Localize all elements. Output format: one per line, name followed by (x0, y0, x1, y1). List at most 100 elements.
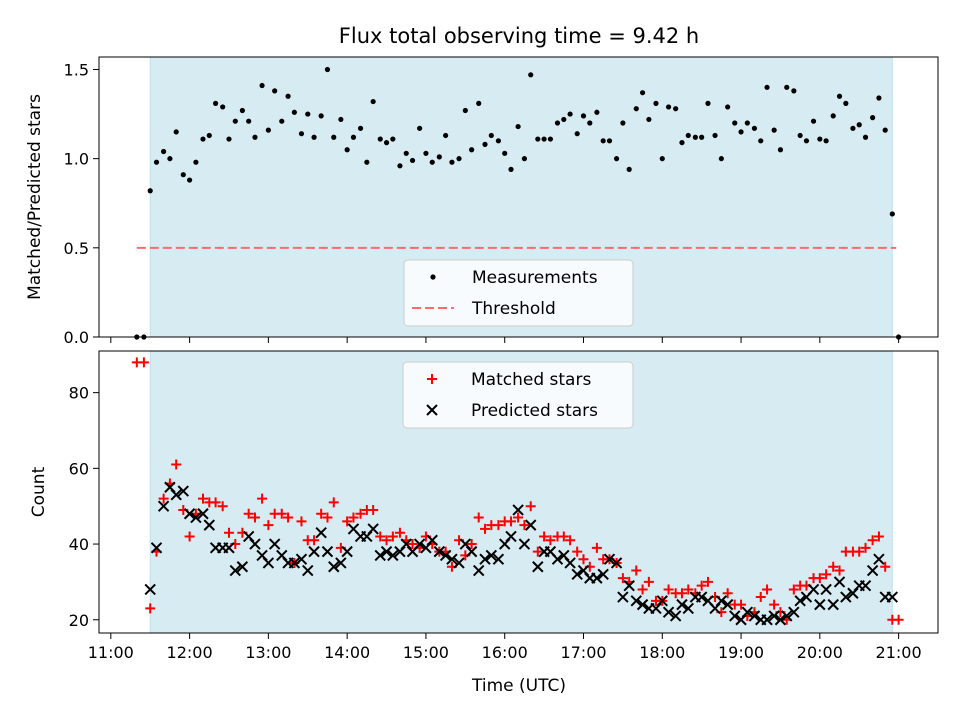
measurement-point (226, 136, 232, 142)
measurement-point (633, 106, 639, 112)
bottom-ylabel: Count (29, 466, 49, 517)
plot-frame (98, 56, 939, 338)
matched-point (788, 584, 799, 595)
matched-point (683, 584, 694, 595)
measurement-point (449, 159, 455, 165)
predicted-point (729, 610, 741, 622)
matched-point (145, 603, 156, 614)
y-tick-label: 0.5 (64, 239, 89, 258)
predicted-point (465, 545, 478, 558)
predicted-point (335, 557, 347, 569)
predicted-point (295, 553, 308, 565)
measurement-point (594, 109, 600, 115)
measurement-point (626, 166, 632, 172)
predicted-point (532, 561, 544, 573)
matched-point (558, 531, 569, 542)
matched-point (158, 493, 169, 504)
measurement-point (305, 111, 311, 117)
matched-point (519, 520, 530, 531)
measurement-point (870, 115, 876, 121)
predicted-point (249, 538, 261, 550)
x-tick-label: 20:00 (797, 643, 843, 662)
measurement-point (508, 166, 514, 172)
x-tick-label: 11:00 (88, 643, 134, 662)
matched-point (769, 599, 780, 610)
predicted-point (177, 485, 190, 497)
measurement-point (482, 141, 488, 147)
measurement-point (810, 118, 817, 124)
matched-point (893, 614, 904, 625)
legend-box (402, 361, 634, 429)
measurement-point (252, 134, 258, 140)
matched-point (696, 580, 707, 591)
measurement-point (882, 127, 888, 133)
matched-point (381, 535, 392, 546)
legend-label: Threshold (471, 299, 556, 319)
measurement-point (495, 138, 502, 144)
matched-point (702, 576, 713, 587)
legend-marker-dot (430, 274, 436, 280)
measurement-point (744, 120, 750, 126)
matched-point (722, 588, 733, 599)
bottom-panel: 20 40 60 80 11:00 12:00 13:00 14:00 15:00 16:00 17… (69, 350, 939, 662)
measurement-point (173, 129, 179, 135)
matched-point (480, 523, 491, 534)
x-tick-label: 18:00 (639, 643, 685, 662)
predicted-point (492, 553, 505, 565)
measurement-point (718, 156, 724, 162)
measurement-point (390, 136, 396, 142)
matched-point (394, 527, 405, 538)
measurement-point (803, 138, 810, 144)
matched-point (506, 516, 517, 527)
predicted-point (328, 561, 340, 573)
measurement-point (153, 159, 160, 165)
predicted-point (617, 591, 629, 603)
predicted-point (721, 598, 734, 611)
measurement-point (324, 66, 331, 73)
measurement-point (259, 82, 265, 89)
measurement-point (528, 72, 534, 78)
predicted-point (268, 538, 281, 550)
measurement-point (535, 136, 541, 142)
predicted-point (479, 553, 491, 565)
legend-box (403, 259, 634, 327)
predicted-point (610, 557, 623, 569)
predicted-point (157, 500, 170, 512)
matched-point (867, 535, 878, 546)
predicted-point (341, 545, 353, 558)
matched-point (736, 599, 747, 610)
matched-point (355, 508, 366, 519)
predicted-point (150, 542, 163, 554)
measurement-point (344, 147, 350, 153)
plot-frame (98, 350, 939, 634)
predicted-point (768, 610, 780, 622)
measurement-point (620, 120, 626, 126)
predicted-point (387, 549, 399, 562)
matched-point (217, 501, 228, 512)
measurement-point (862, 134, 869, 140)
legend-marker-x (426, 404, 438, 416)
predicted-point (426, 534, 438, 546)
predicted-point (551, 553, 564, 565)
measurement-point (239, 107, 245, 114)
measurement-point (383, 140, 390, 146)
matched-point (532, 546, 543, 557)
measurement-point (200, 136, 206, 142)
matched-point (572, 546, 583, 557)
matched-point (249, 512, 260, 523)
measurement-point (311, 134, 317, 140)
legend-label: Measurements (472, 268, 598, 288)
measurement-point (298, 131, 305, 137)
measurement-point (167, 156, 173, 162)
measurement-point (265, 127, 271, 133)
predicted-point (591, 572, 603, 584)
matched-point (243, 508, 254, 519)
predicted-point (183, 508, 196, 520)
matched-point (565, 535, 576, 546)
measurement-point (462, 107, 468, 114)
measurement-point (521, 156, 528, 162)
matched-point (525, 501, 536, 512)
matched-point (466, 539, 477, 550)
x-tick-label: 16:00 (482, 643, 528, 662)
matched-point (873, 531, 884, 542)
